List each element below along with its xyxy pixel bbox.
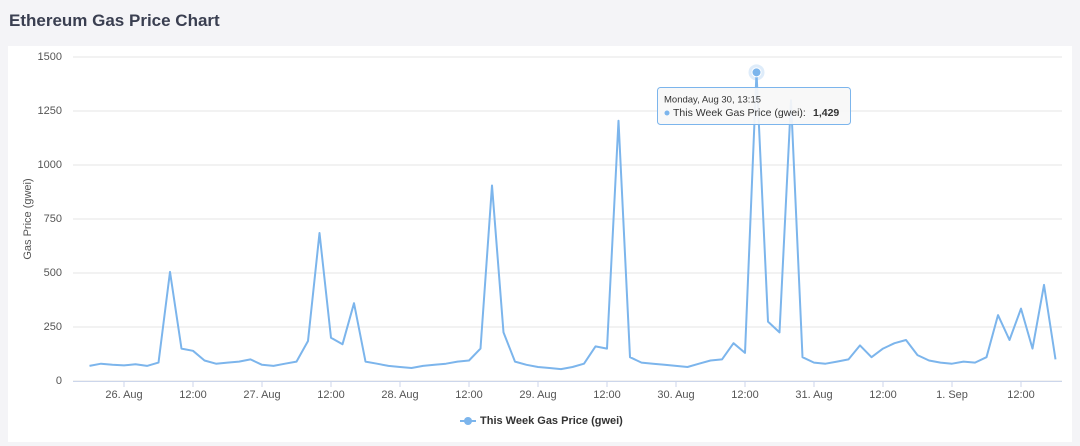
tooltip-dot bbox=[664, 110, 670, 116]
tooltip-box bbox=[657, 87, 851, 125]
y-tick-label: 0 bbox=[56, 375, 62, 387]
x-tick-label: 1. Sep bbox=[936, 389, 968, 401]
x-tick-label: 12:00 bbox=[455, 389, 483, 401]
x-tick-label: 12:00 bbox=[179, 389, 207, 401]
x-tick-label: 29. Aug bbox=[519, 389, 556, 401]
x-tick-label: 31. Aug bbox=[795, 389, 832, 401]
x-tick-label: 30. Aug bbox=[657, 389, 694, 401]
tooltip-value: 1,429 bbox=[813, 107, 839, 119]
x-tick-label: 27. Aug bbox=[243, 389, 280, 401]
legend-label[interactable]: This Week Gas Price (gwei) bbox=[480, 415, 623, 427]
y-tick-label: 1000 bbox=[38, 159, 62, 171]
x-tick-label: 12:00 bbox=[593, 389, 621, 401]
page-title: Ethereum Gas Price Chart bbox=[9, 11, 220, 30]
y-axis-label: Gas Price (gwei) bbox=[22, 178, 34, 259]
legend[interactable]: This Week Gas Price (gwei) bbox=[460, 415, 623, 427]
x-tick-label: 12:00 bbox=[869, 389, 897, 401]
series-line bbox=[89, 71, 1057, 371]
y-tick-label: 1250 bbox=[38, 105, 62, 117]
y-tick-label: 500 bbox=[44, 267, 62, 279]
x-tick-label: 12:00 bbox=[317, 389, 345, 401]
x-tick-label: 12:00 bbox=[1007, 389, 1035, 401]
tooltip: Monday, Aug 30, 13:15 This Week Gas Pric… bbox=[657, 87, 851, 125]
x-tick-label: 28. Aug bbox=[381, 389, 418, 401]
y-tick-label: 750 bbox=[44, 213, 62, 225]
tooltip-date: Monday, Aug 30, 13:15 bbox=[664, 95, 761, 106]
tooltip-series: This Week Gas Price (gwei): bbox=[673, 107, 806, 119]
x-tick-label: 12:00 bbox=[731, 389, 759, 401]
hover-point bbox=[751, 67, 762, 78]
x-tick-label: 26. Aug bbox=[105, 389, 142, 401]
y-tick-label: 1500 bbox=[38, 51, 62, 63]
y-tick-label: 250 bbox=[44, 321, 62, 333]
legend-marker bbox=[464, 417, 472, 425]
chart-card bbox=[8, 46, 1072, 442]
